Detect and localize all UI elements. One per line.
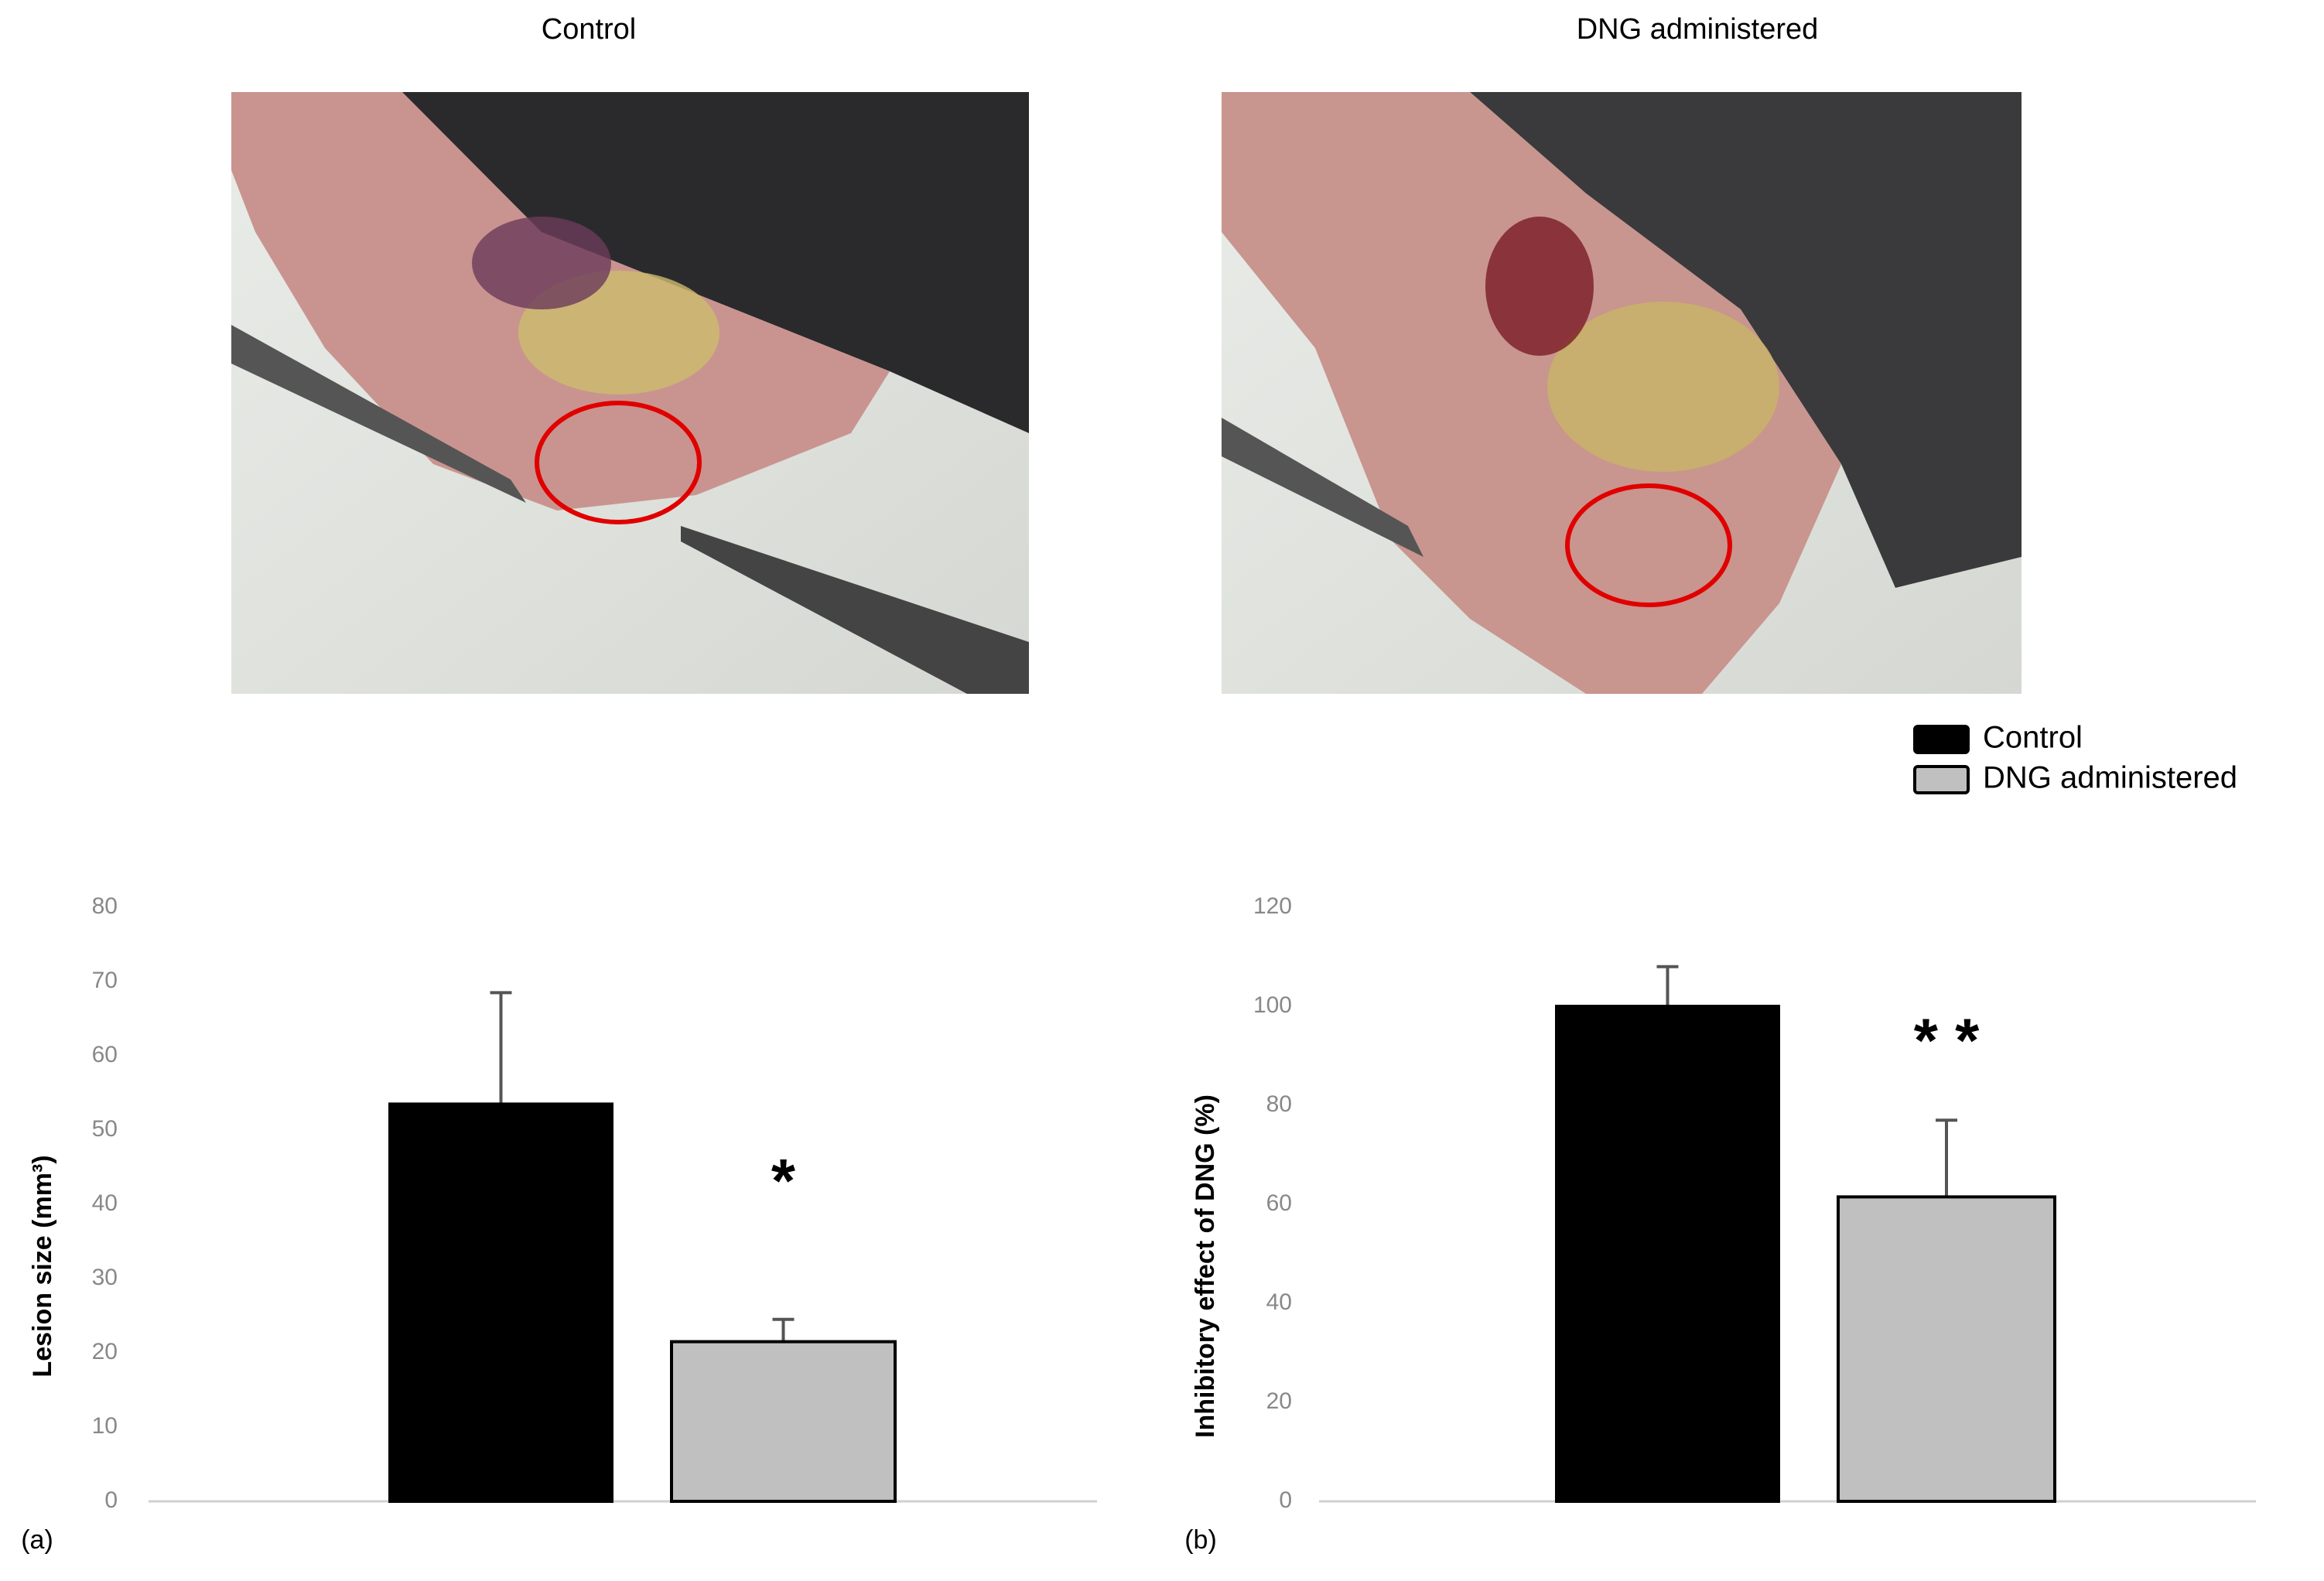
y-tick-label: 10 — [92, 1413, 118, 1439]
legend-label: DNG administered — [1983, 761, 2237, 795]
panel-label: (b) — [1184, 1525, 1217, 1555]
bar — [1837, 1195, 2056, 1504]
y-tick-label: 80 — [92, 893, 118, 919]
y-tick-label: 100 — [1253, 992, 1292, 1018]
y-tick-label: 120 — [1253, 893, 1292, 919]
photo-title: DNG administered — [1577, 13, 1819, 46]
legend-swatch — [1913, 725, 1970, 754]
y-tick-label: 80 — [1266, 1091, 1292, 1117]
y-tick-label: 70 — [92, 968, 118, 993]
bar — [388, 1102, 613, 1503]
annotation: * — [771, 1146, 796, 1215]
legend-label: Control — [1983, 721, 2083, 755]
y-tick-label: 60 — [1266, 1190, 1292, 1216]
bar — [1555, 1005, 1780, 1503]
y-tick-label: 40 — [92, 1190, 118, 1216]
panel-label: (a) — [21, 1525, 53, 1555]
legend-swatch — [1913, 765, 1970, 794]
y-tick-label: 60 — [92, 1042, 118, 1067]
bar — [670, 1340, 897, 1503]
photo-control — [231, 92, 1029, 694]
y-tick-label: 30 — [92, 1265, 118, 1290]
photo-title: Control — [542, 13, 637, 46]
y-tick-label: 0 — [104, 1487, 118, 1513]
photo-dng — [1222, 92, 2022, 694]
annotation: * * — [1914, 1006, 1980, 1074]
y-tick-label: 40 — [1266, 1289, 1292, 1315]
y-axis-label: Lesion size (mm³) — [28, 1155, 57, 1377]
y-tick-label: 50 — [92, 1116, 118, 1142]
y-tick-label: 20 — [92, 1339, 118, 1364]
y-tick-label: 0 — [1279, 1487, 1292, 1513]
y-tick-label: 20 — [1266, 1388, 1292, 1414]
y-axis-label: Inhibitory effect of DNG (%) — [1191, 1094, 1220, 1438]
